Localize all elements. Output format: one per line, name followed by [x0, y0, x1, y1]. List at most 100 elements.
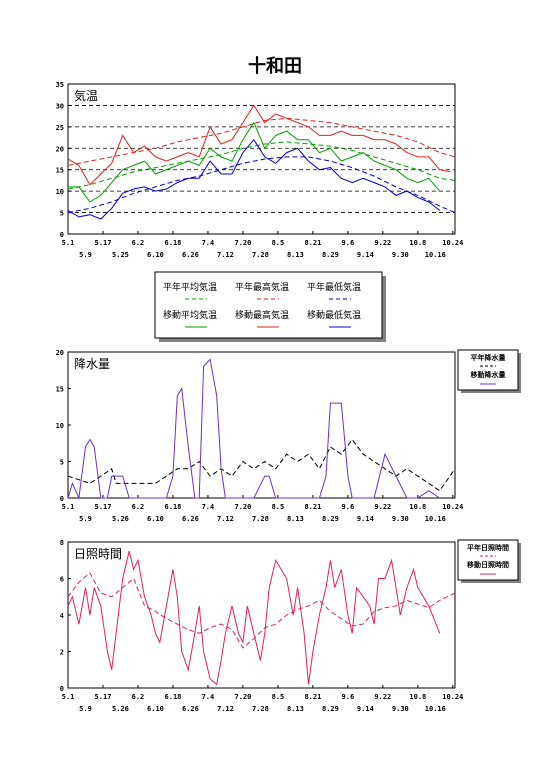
x-tick-label: 8.21	[304, 693, 321, 701]
x-tick-label: 6.26	[182, 515, 199, 523]
y-tick-label: 10	[56, 188, 64, 196]
x-tick-label: 7.20	[234, 239, 251, 247]
y-tick-label: 30	[56, 102, 64, 110]
x-tick-label: 7.12	[217, 251, 234, 259]
x-tick-label: 9.6	[342, 693, 355, 701]
x-tick-label: 5.25	[112, 251, 129, 259]
x-tick-label: 10.24	[442, 693, 463, 701]
x-tick-label: 8.29	[322, 251, 339, 259]
x-tick-label: 6.18	[165, 239, 182, 247]
x-tick-label: 8.13	[287, 515, 304, 523]
x-tick-label: 8.29	[322, 705, 339, 713]
x-tick-label: 6.18	[165, 693, 182, 701]
x-tick-label: 6.10	[147, 251, 164, 259]
y-tick-label: 0	[60, 495, 64, 503]
y-tick-label: 0	[60, 685, 64, 693]
legend-label: 平年最低気温	[307, 281, 361, 293]
x-tick-label: 7.4	[202, 239, 215, 247]
series-line-moving	[67, 138, 441, 220]
x-tick-label: 6.10	[147, 515, 164, 523]
x-tick-label: 7.12	[217, 515, 234, 523]
x-tick-label: 6.2	[132, 239, 145, 247]
legend-label: 平年最高気温	[235, 281, 289, 293]
x-tick-label: 9.30	[392, 251, 409, 259]
legend-label: 移動平均気温	[163, 309, 217, 321]
y-tick-label: 4	[60, 612, 64, 620]
legend-label: 平年降水量	[471, 353, 506, 362]
x-tick-label: 8.21	[304, 503, 321, 511]
panel-title: 気温	[74, 88, 98, 103]
x-tick-label: 5.26	[112, 515, 129, 523]
y-tick-label: 25	[56, 124, 64, 132]
y-tick-label: 15	[56, 386, 64, 394]
x-tick-label: 10.16	[425, 705, 446, 713]
x-tick-label: 6.2	[132, 693, 145, 701]
series-line-moving	[67, 104, 451, 186]
x-tick-label: 8.13	[287, 705, 304, 713]
x-tick-label: 10.16	[425, 515, 446, 523]
x-tick-label: 5.9	[79, 705, 92, 713]
x-tick-label: 6.26	[182, 705, 199, 713]
y-tick-label: 10	[56, 422, 64, 430]
x-tick-label: 8.5	[272, 503, 285, 511]
x-tick-label: 8.5	[272, 693, 285, 701]
y-tick-label: 8	[60, 539, 64, 547]
x-tick-label: 10.24	[442, 239, 463, 247]
y-tick-label: 20	[56, 349, 64, 357]
x-tick-label: 8.29	[322, 515, 339, 523]
series-line-normal	[67, 438, 456, 492]
y-tick-label: 20	[56, 145, 64, 153]
x-tick-label: 6.26	[182, 251, 199, 259]
y-tick-label: 0	[60, 231, 64, 239]
series-line-moving	[67, 550, 441, 686]
legend-box	[457, 539, 519, 581]
x-tick-label: 9.6	[342, 239, 355, 247]
series-line-normal	[67, 156, 456, 214]
legend-label: 移動降水量	[471, 370, 506, 379]
x-tick-label: 5.17	[95, 239, 112, 247]
legend-label: 移動最高気温	[235, 309, 289, 321]
x-tick-label: 9.14	[357, 705, 374, 713]
x-tick-label: 5.17	[95, 693, 112, 701]
x-tick-label: 6.2	[132, 503, 145, 511]
x-tick-label: 10.16	[425, 251, 446, 259]
y-tick-label: 5	[60, 459, 64, 467]
x-tick-label: 7.28	[252, 705, 269, 713]
x-tick-label: 9.14	[357, 251, 374, 259]
y-tick-label: 5	[60, 210, 64, 218]
y-tick-label: 15	[56, 167, 64, 175]
x-tick-label: 5.1	[62, 693, 75, 701]
x-tick-label: 8.5	[272, 239, 285, 247]
series-line-moving	[68, 121, 441, 203]
x-tick-label: 9.22	[374, 503, 391, 511]
x-tick-label: 10.8	[409, 239, 426, 247]
legend-label: 移動日照時間	[467, 560, 509, 569]
x-tick-label: 7.4	[202, 503, 215, 511]
x-tick-label: 5.26	[112, 705, 129, 713]
x-tick-label: 5.17	[95, 503, 112, 511]
x-tick-label: 9.30	[392, 515, 409, 523]
x-tick-label: 7.20	[234, 693, 251, 701]
series-line-normal	[67, 141, 456, 190]
y-tick-label: 6	[60, 576, 64, 584]
plot-frame-1	[67, 351, 456, 499]
x-tick-label: 5.9	[79, 515, 92, 523]
y-tick-label: 35	[56, 81, 64, 89]
series-line-normal	[67, 572, 456, 649]
x-tick-label: 7.12	[217, 705, 234, 713]
x-tick-label: 7.28	[252, 515, 269, 523]
panel-title: 降水量	[74, 357, 110, 371]
legend-label: 平年日照時間	[467, 543, 509, 552]
y-tick-label: 2	[60, 649, 64, 657]
x-tick-label: 9.6	[342, 503, 355, 511]
x-tick-label: 9.30	[392, 705, 409, 713]
legend-label: 移動最低気温	[307, 309, 361, 321]
x-tick-label: 10.8	[409, 693, 426, 701]
x-tick-label: 9.14	[357, 515, 374, 523]
x-tick-label: 8.21	[304, 239, 321, 247]
x-tick-label: 5.1	[62, 239, 75, 247]
x-tick-label: 9.22	[374, 693, 391, 701]
series-line-moving	[67, 358, 440, 500]
page-title: 十和田	[248, 56, 302, 77]
